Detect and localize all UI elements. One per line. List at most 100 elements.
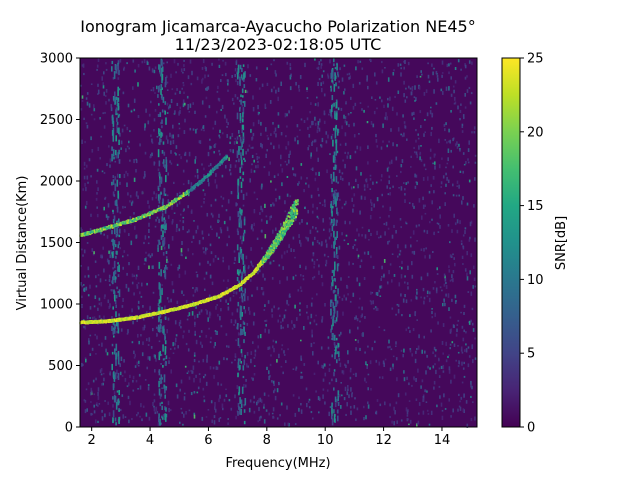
echo-pixel bbox=[273, 247, 276, 250]
noise-pixel bbox=[421, 215, 423, 220]
noise-pixel bbox=[143, 263, 146, 265]
noise-pixel bbox=[81, 362, 83, 367]
noise-pixel bbox=[168, 360, 170, 364]
interference-pixel bbox=[335, 176, 338, 183]
noise-pixel bbox=[300, 371, 303, 374]
noise-pixel bbox=[460, 396, 463, 400]
noise-pixel bbox=[412, 328, 415, 332]
noise-pixel bbox=[356, 318, 359, 322]
noise-pixel bbox=[129, 216, 132, 221]
noise-pixel bbox=[306, 403, 308, 408]
noise-pixel bbox=[196, 76, 199, 81]
noise-pixel bbox=[449, 254, 452, 258]
noise-pixel bbox=[462, 263, 464, 265]
noise-pixel bbox=[122, 266, 124, 270]
noise-pixel bbox=[440, 186, 442, 188]
noise-pixel bbox=[346, 286, 349, 289]
noise-pixel bbox=[424, 389, 426, 393]
noise-pixel bbox=[150, 154, 152, 157]
noise-pixel bbox=[348, 124, 350, 128]
noise-pixel bbox=[275, 133, 277, 138]
noise-pixel bbox=[444, 408, 447, 410]
noise-pixel bbox=[463, 361, 465, 365]
interference-pixel bbox=[117, 89, 119, 96]
interference-pixel bbox=[332, 333, 335, 341]
noise-pixel bbox=[204, 115, 207, 118]
echo-pixel bbox=[267, 255, 269, 259]
noise-pixel bbox=[81, 304, 83, 306]
interference-pixel bbox=[161, 119, 163, 124]
noise-pixel bbox=[93, 118, 96, 121]
noise-pixel bbox=[100, 318, 103, 321]
noise-pixel bbox=[380, 278, 382, 281]
interference-pixel bbox=[117, 398, 120, 406]
noise-pixel bbox=[381, 99, 383, 103]
noise-pixel bbox=[180, 68, 183, 73]
noise-pixel bbox=[310, 302, 313, 307]
noise-pixel bbox=[186, 372, 189, 374]
noise-pixel bbox=[118, 241, 120, 245]
noise-pixel bbox=[135, 169, 137, 173]
interference-pixel bbox=[240, 328, 242, 336]
noise-pixel bbox=[164, 305, 166, 310]
noise-pixel bbox=[417, 133, 419, 136]
interference-pixel bbox=[165, 251, 168, 254]
echo-pixel bbox=[240, 282, 243, 286]
noise-pixel bbox=[363, 251, 366, 255]
noise-pixel bbox=[142, 405, 145, 408]
noise-pixel bbox=[218, 360, 221, 365]
noise-pixel bbox=[280, 163, 282, 167]
noise-pixel bbox=[339, 362, 342, 368]
noise-pixel bbox=[341, 370, 344, 374]
noise-pixel bbox=[229, 164, 232, 169]
noise-pixel bbox=[359, 60, 362, 63]
noise-pixel bbox=[284, 210, 287, 213]
noise-pixel bbox=[167, 317, 170, 321]
noise-pixel bbox=[155, 326, 158, 329]
noise-pixel bbox=[87, 181, 89, 184]
noise-pixel bbox=[257, 119, 260, 125]
noise-pixel bbox=[454, 101, 457, 105]
noise-pixel bbox=[388, 215, 390, 218]
noise-pixel bbox=[170, 298, 172, 303]
noise-pixel bbox=[196, 128, 198, 130]
noise-pixel bbox=[347, 293, 349, 296]
noise-pixel bbox=[220, 229, 223, 234]
noise-pixel bbox=[405, 407, 408, 412]
noise-pixel bbox=[117, 60, 120, 65]
noise-pixel bbox=[235, 415, 237, 420]
interference-pixel bbox=[332, 199, 335, 205]
noise-pixel bbox=[431, 310, 433, 315]
interference-pixel bbox=[333, 387, 335, 391]
noise-pixel bbox=[206, 212, 209, 217]
noise-pixel bbox=[462, 367, 465, 370]
noise-pixel bbox=[213, 420, 216, 425]
noise-pixel bbox=[240, 164, 243, 169]
noise-pixel bbox=[309, 125, 312, 128]
noise-pixel bbox=[310, 102, 312, 105]
noise-pixel bbox=[134, 365, 137, 368]
interference-pixel bbox=[243, 420, 246, 425]
noise-pixel bbox=[88, 338, 90, 342]
interference-pixel bbox=[114, 270, 117, 275]
echo-pixel bbox=[287, 211, 290, 214]
interference-pixel bbox=[165, 355, 168, 360]
noise-pixel bbox=[188, 111, 191, 113]
echo-pixel bbox=[294, 208, 297, 211]
noise-pixel bbox=[225, 299, 227, 303]
noise-pixel bbox=[212, 127, 214, 130]
noise-pixel bbox=[280, 223, 282, 226]
noise-pixel bbox=[444, 275, 446, 279]
noise-pixel bbox=[125, 148, 127, 153]
noise-pixel bbox=[369, 215, 372, 220]
noise-pixel bbox=[307, 400, 310, 403]
noise-pixel bbox=[163, 357, 166, 361]
noise-pixel bbox=[311, 297, 314, 300]
echo-pixel bbox=[102, 228, 105, 231]
interference-pixel bbox=[331, 324, 333, 330]
noise-pixel bbox=[435, 102, 438, 105]
noise-pixel bbox=[223, 357, 225, 361]
noise-pixel bbox=[370, 121, 373, 125]
interference-pixel bbox=[164, 316, 167, 320]
noise-pixel bbox=[452, 270, 455, 274]
